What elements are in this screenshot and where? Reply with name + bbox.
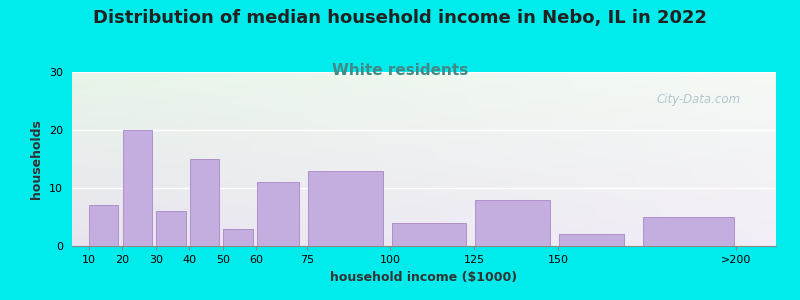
Text: White residents: White residents (332, 63, 468, 78)
Bar (257, 182, 299, 246)
Y-axis label: households: households (30, 119, 43, 199)
Bar (190, 159, 219, 246)
Bar (223, 229, 253, 246)
Bar (392, 223, 466, 246)
Bar (156, 211, 186, 246)
Bar (475, 200, 550, 246)
Bar (559, 234, 624, 246)
Text: Distribution of median household income in Nebo, IL in 2022: Distribution of median household income … (93, 9, 707, 27)
Text: City-Data.com: City-Data.com (656, 93, 741, 106)
Bar (90, 206, 118, 246)
Bar (308, 171, 382, 246)
Bar (643, 217, 734, 246)
Bar (122, 130, 152, 246)
X-axis label: household income ($1000): household income ($1000) (330, 271, 518, 284)
